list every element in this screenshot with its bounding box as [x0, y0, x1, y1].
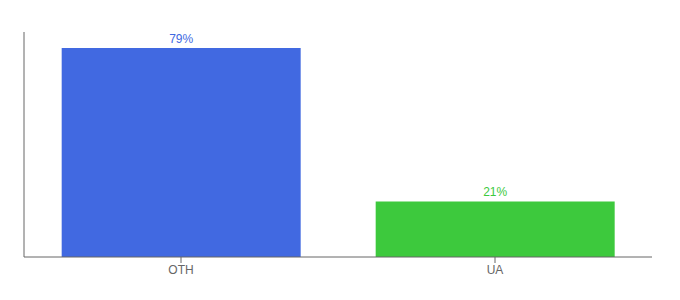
svg-text:79%: 79% — [169, 32, 193, 46]
svg-text:UA: UA — [487, 263, 504, 277]
svg-text:21%: 21% — [483, 185, 507, 199]
svg-text:OTH: OTH — [168, 263, 193, 277]
